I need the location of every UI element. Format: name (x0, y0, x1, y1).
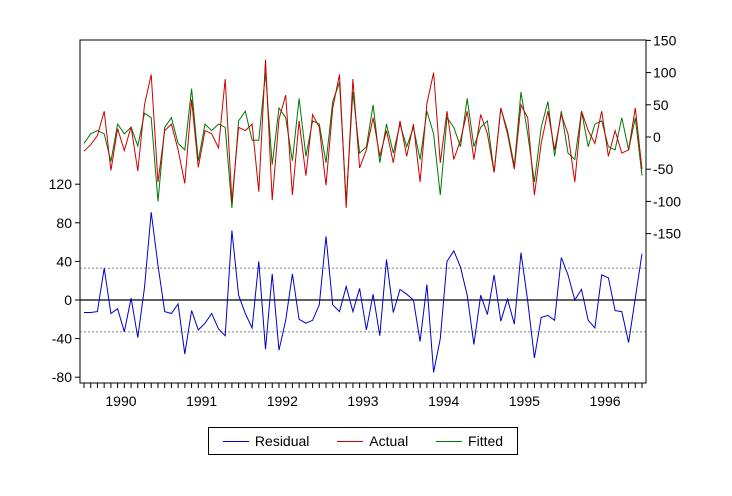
legend-label: Residual (254, 433, 310, 449)
right-tick-label: -150 (653, 226, 681, 242)
left-tick-label: 120 (49, 176, 73, 192)
residual-series-line (84, 212, 643, 373)
x-tick-label: 1992 (267, 393, 298, 409)
x-axis: 1990 1991 1992 1993 1994 1995 1996 (83, 383, 643, 409)
right-tick-label: 100 (653, 65, 677, 81)
actual-series-line (83, 59, 643, 208)
right-tick-label: -50 (653, 161, 673, 177)
plot-border (79, 39, 647, 384)
x-tick-label: 1995 (509, 393, 540, 409)
right-tick-label: -100 (653, 193, 681, 209)
right-tick-label: 150 (653, 32, 677, 48)
legend-item: Fitted (436, 433, 503, 449)
legend-label: Fitted (468, 433, 504, 449)
left-axis: -80 -40 0 40 80 120 (49, 176, 80, 385)
left-tick-label: 80 (56, 215, 72, 231)
right-tick-label: 0 (653, 129, 661, 145)
legend: Residual Actual Fitted (208, 427, 518, 455)
legend-label: Actual (369, 433, 409, 449)
legend-item: Actual (337, 433, 408, 449)
right-tick-label: 50 (653, 97, 669, 113)
right-axis: -150 -100 -50 0 50 100 150 (646, 32, 681, 242)
left-tick-label: 40 (56, 253, 72, 269)
left-tick-label: -80 (52, 369, 72, 385)
legend-swatch (436, 440, 463, 442)
left-tick-label: 0 (64, 292, 72, 308)
legend-swatch (222, 440, 249, 442)
x-tick-label: 1993 (347, 393, 378, 409)
x-tick-label: 1990 (105, 393, 136, 409)
legend-item: Residual (222, 433, 310, 449)
left-tick-label: -40 (52, 331, 72, 347)
x-tick-label: 1994 (428, 393, 459, 409)
fitted-series-line (83, 72, 643, 208)
reference-lines (80, 267, 646, 333)
plot-frame (79, 39, 647, 384)
series-lines (83, 59, 643, 373)
legend-swatch (337, 440, 364, 442)
x-tick-label: 1996 (589, 393, 620, 409)
x-tick-label: 1991 (186, 393, 217, 409)
